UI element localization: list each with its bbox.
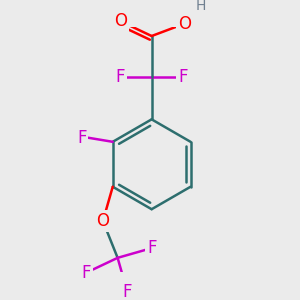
Text: H: H xyxy=(196,0,206,13)
Text: F: F xyxy=(116,68,125,86)
Text: F: F xyxy=(123,283,132,300)
Text: O: O xyxy=(114,12,127,30)
Text: O: O xyxy=(178,15,191,33)
Text: F: F xyxy=(178,68,188,86)
Text: F: F xyxy=(77,129,86,147)
Text: O: O xyxy=(96,212,110,230)
Text: F: F xyxy=(82,263,91,281)
Text: F: F xyxy=(147,239,157,257)
